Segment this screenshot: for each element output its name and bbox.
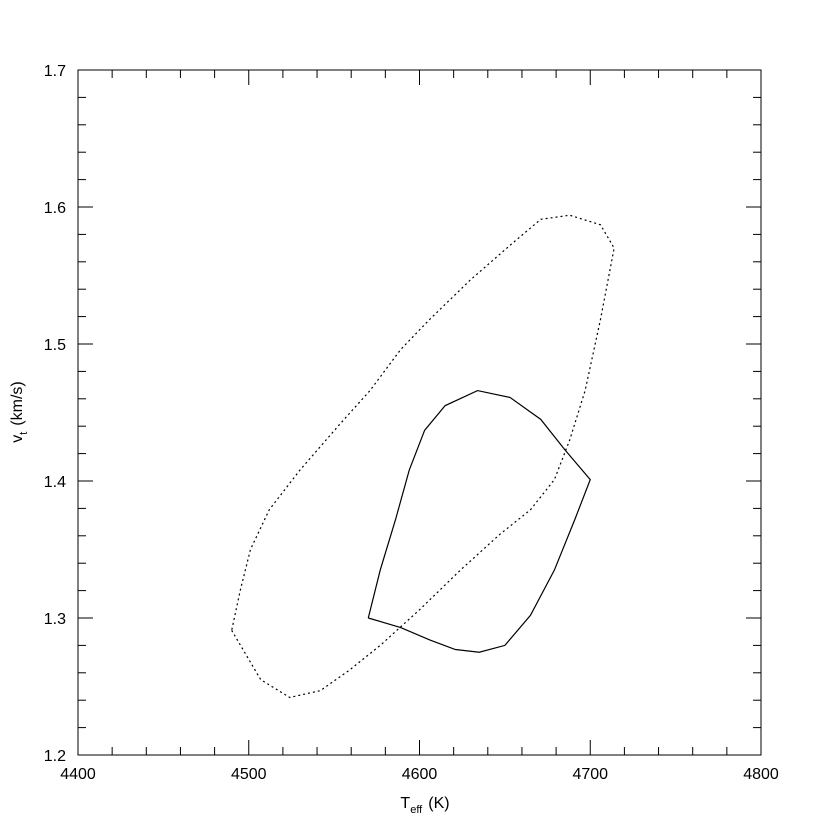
y-tick-label: 1.2: [44, 748, 66, 765]
y-tick-label: 1.6: [44, 200, 66, 217]
x-tick-label: 4400: [60, 766, 96, 783]
y-label-subscript: t: [18, 432, 30, 435]
x-label-symbol: T: [400, 795, 410, 812]
x-tick-label: 4700: [572, 766, 608, 783]
y-axis-label: vt (km/s): [9, 381, 30, 443]
y-tick-label: 1.3: [44, 611, 66, 628]
x-tick-label: 4600: [402, 766, 438, 783]
x-tick-label: 4500: [231, 766, 267, 783]
x-axis-label: Teff (K): [400, 795, 449, 816]
contour-line: [367, 389, 591, 653]
y-label-symbol: v: [9, 435, 26, 443]
y-tick-label: 1.4: [44, 474, 66, 491]
x-label-subscript: eff: [410, 804, 423, 816]
x-tick-label: 4800: [743, 766, 779, 783]
y-label-unit: (km/s): [9, 381, 26, 425]
y-tick-label: 1.7: [44, 63, 66, 80]
x-label-unit: (K): [428, 795, 449, 812]
plot-frame: [77, 69, 762, 756]
contour-line: [231, 214, 615, 699]
y-tick-label: 1.5: [44, 337, 66, 354]
